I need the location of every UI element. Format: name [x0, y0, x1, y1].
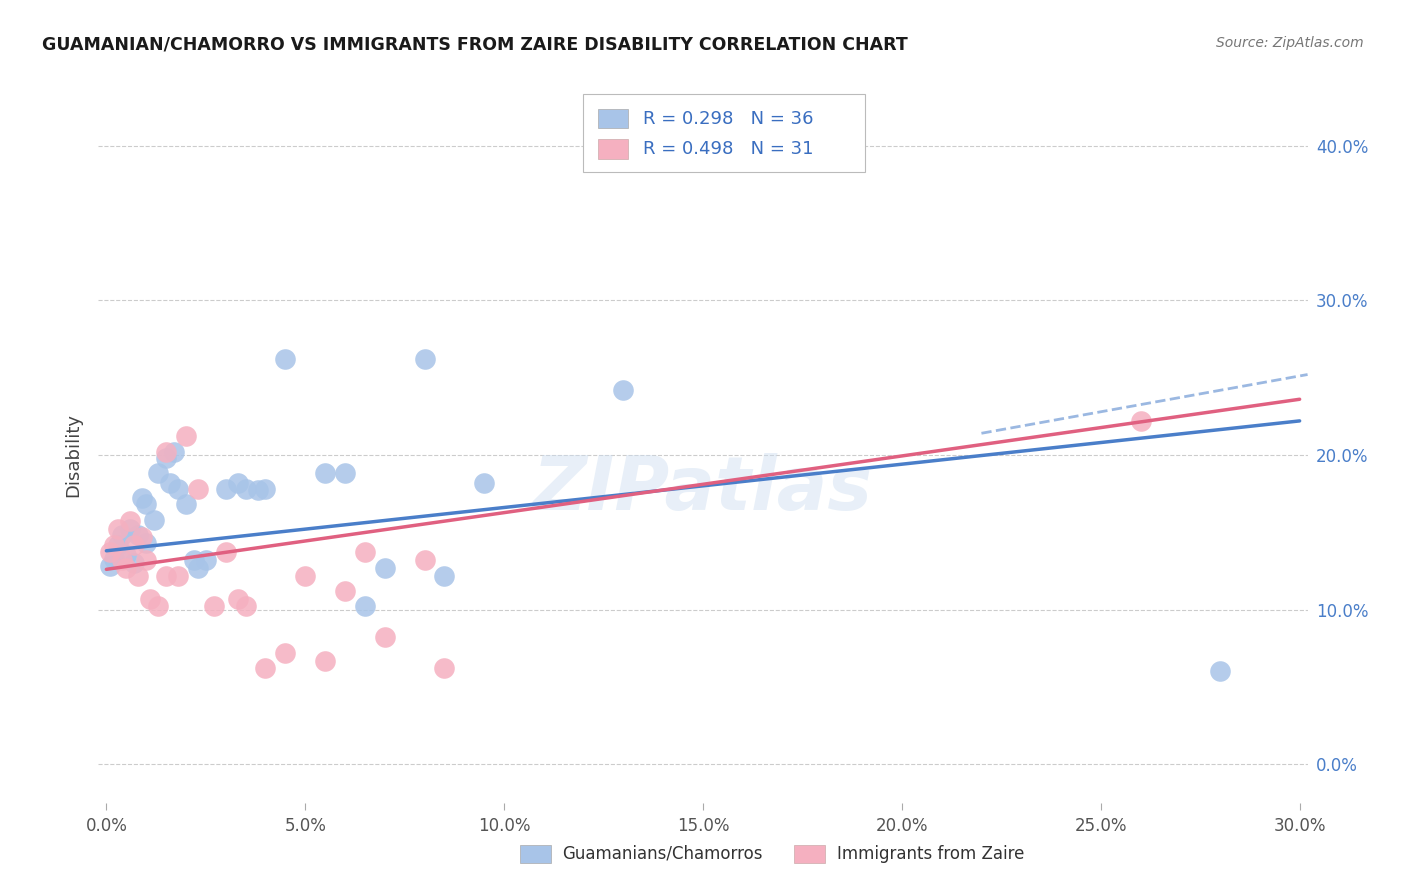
Point — [433, 568, 456, 582]
Point — [374, 561, 396, 575]
Point — [127, 528, 149, 542]
Point — [226, 475, 249, 490]
Point — [103, 551, 125, 566]
Point — [120, 515, 142, 529]
Point — [135, 553, 157, 567]
Point — [174, 429, 197, 443]
Point — [274, 352, 297, 367]
Point — [139, 591, 162, 606]
Point — [433, 661, 456, 675]
Point — [314, 654, 336, 668]
Point — [183, 553, 205, 567]
Point — [107, 522, 129, 536]
Text: R = 0.298   N = 36: R = 0.298 N = 36 — [643, 110, 813, 128]
Point — [159, 475, 181, 490]
Point — [131, 530, 153, 544]
Point — [354, 599, 377, 614]
Point — [155, 450, 177, 465]
Text: GUAMANIAN/CHAMORRO VS IMMIGRANTS FROM ZAIRE DISABILITY CORRELATION CHART: GUAMANIAN/CHAMORRO VS IMMIGRANTS FROM ZA… — [42, 36, 908, 54]
Point — [174, 497, 197, 511]
Point — [254, 661, 277, 675]
Point — [115, 561, 138, 575]
Point — [235, 599, 257, 614]
Text: Immigrants from Zaire: Immigrants from Zaire — [837, 845, 1024, 863]
Point — [103, 538, 125, 552]
Point — [127, 568, 149, 582]
Point — [146, 599, 169, 614]
Text: R = 0.498   N = 31: R = 0.498 N = 31 — [643, 140, 813, 158]
Point — [215, 545, 238, 559]
Point — [122, 538, 145, 552]
Point — [135, 497, 157, 511]
Point — [354, 545, 377, 559]
Point — [98, 545, 121, 559]
Point — [167, 482, 190, 496]
Point — [413, 553, 436, 567]
Point — [472, 475, 495, 490]
Point — [155, 445, 177, 459]
Text: Source: ZipAtlas.com: Source: ZipAtlas.com — [1216, 36, 1364, 50]
Point — [274, 646, 297, 660]
Text: Guamanians/Chamorros: Guamanians/Chamorros — [562, 845, 763, 863]
Point — [194, 553, 217, 567]
Point — [612, 383, 634, 397]
Point — [115, 549, 138, 563]
Point — [187, 561, 209, 575]
Point — [131, 491, 153, 506]
Point — [146, 467, 169, 481]
Point — [333, 467, 356, 481]
Point — [1129, 414, 1152, 428]
Point — [314, 467, 336, 481]
Point — [254, 482, 277, 496]
Point — [122, 556, 145, 570]
Point — [111, 553, 134, 567]
Point — [111, 528, 134, 542]
Point — [202, 599, 225, 614]
Point — [163, 445, 186, 459]
Point — [155, 568, 177, 582]
Point — [1209, 665, 1232, 679]
Point — [135, 536, 157, 550]
Point — [333, 584, 356, 599]
Point — [246, 483, 269, 498]
Point — [167, 568, 190, 582]
Y-axis label: Disability: Disability — [65, 413, 83, 497]
Point — [98, 559, 121, 574]
Point — [107, 538, 129, 552]
Point — [226, 591, 249, 606]
Point — [215, 482, 238, 496]
Point — [413, 352, 436, 367]
Point — [120, 522, 142, 536]
Point — [294, 568, 316, 582]
Point — [235, 482, 257, 496]
Point — [187, 482, 209, 496]
Point — [143, 513, 166, 527]
Point — [374, 631, 396, 645]
Text: ZIPatlas: ZIPatlas — [533, 453, 873, 526]
